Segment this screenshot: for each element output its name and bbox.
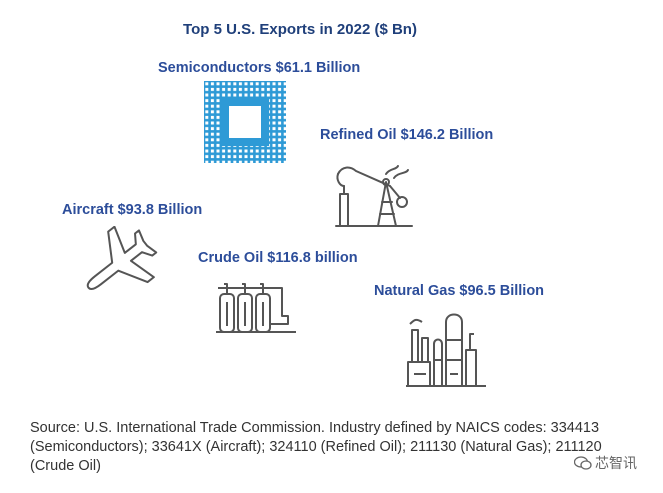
oil-pump-jack-icon [335, 165, 413, 227]
label-semiconductors: Semiconductors $61.1 Billion [158, 60, 361, 76]
label-aircraft: Aircraft $93.8 Billion [62, 202, 203, 218]
label-natural-gas: Natural Gas $96.5 Billion [374, 283, 545, 299]
storage-tanks-icon [216, 283, 296, 333]
watermark: 芯智讯 [574, 453, 637, 473]
gas-plant-icon [406, 313, 486, 387]
watermark-text: 芯智讯 [595, 455, 637, 471]
wechat-icon [574, 456, 592, 470]
airplane-icon [86, 226, 158, 290]
chart-title: Top 5 U.S. Exports in 2022 ($ Bn) [183, 21, 417, 38]
label-refined-oil: Refined Oil $146.2 Billion [320, 127, 494, 143]
source-note: Source: U.S. International Trade Commiss… [30, 420, 602, 474]
label-crude-oil: Crude Oil $116.8 billion [198, 250, 358, 266]
microchip-icon [204, 81, 286, 163]
